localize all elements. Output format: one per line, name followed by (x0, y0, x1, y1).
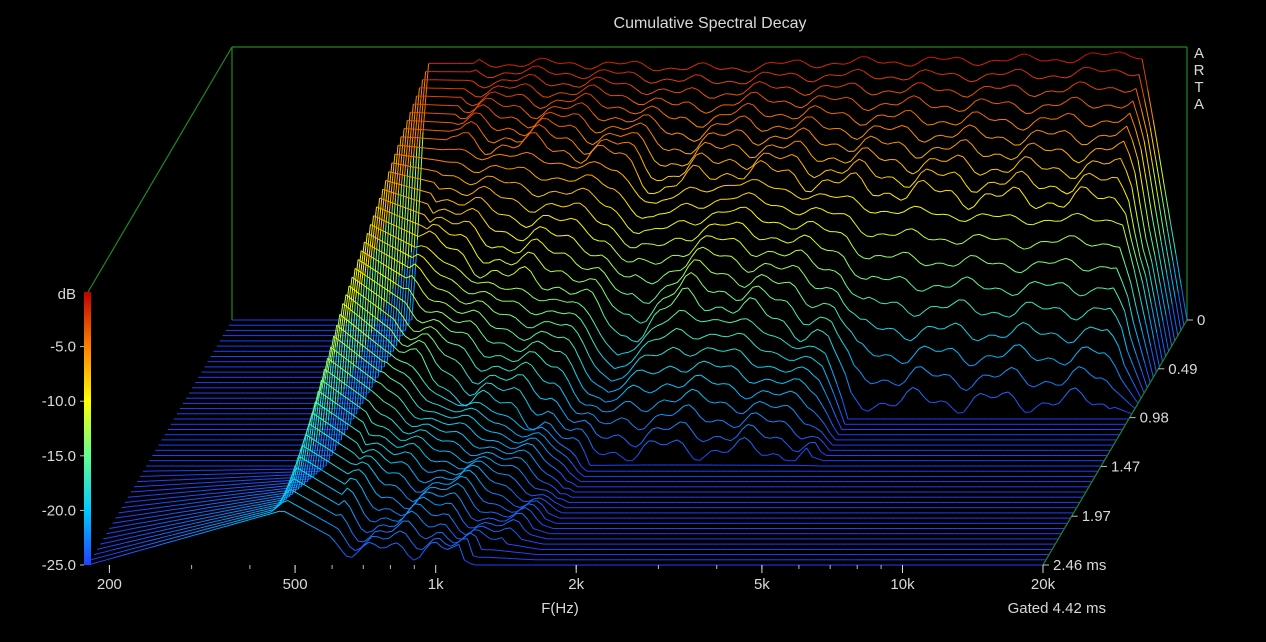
decay-slice (149, 294, 1105, 462)
decay-slice (195, 162, 1151, 384)
decay-slice (146, 303, 1102, 467)
z-tick-label: -20.0 (42, 502, 76, 519)
decay-slice (216, 97, 1173, 347)
decay-slice (106, 445, 1062, 535)
time-ticks: 0 0.49 0.98 1.47 1.97 2.46 ms (1043, 312, 1205, 574)
decay-slice (170, 232, 1126, 425)
decay-slice (143, 313, 1099, 472)
time-tick-label: 1.47 (1111, 458, 1140, 475)
decay-slice (213, 104, 1170, 352)
decay-slice (158, 267, 1114, 446)
time-tick-label: 0.49 (1168, 361, 1197, 378)
time-tick-label: 1.97 (1082, 508, 1111, 525)
x-ticks: 200 500 1k 2k 5k 10k 20k (97, 565, 1056, 593)
z-axis-label: dB (58, 286, 76, 303)
x-tick-label: 20k (1031, 576, 1056, 593)
decay-slice (140, 324, 1096, 477)
decay-slice (100, 467, 1056, 545)
watermark-letter: T (1194, 79, 1203, 96)
z-tick-label: -10.0 (42, 393, 76, 410)
decay-slice (112, 423, 1068, 524)
box-edge (1042, 319, 1188, 566)
z-tick-label: -25.0 (42, 557, 76, 574)
x-tick-label: 1k (428, 576, 444, 593)
time-tick-label: 0.98 (1140, 410, 1169, 427)
z-tick-label: -15.0 (42, 448, 76, 465)
x-axis-label: F(Hz) (541, 600, 579, 617)
watermark-letter: A (1194, 45, 1204, 62)
decay-slice (109, 434, 1065, 529)
decay-slice (207, 120, 1163, 363)
decay-slice (127, 368, 1083, 498)
box-edge (87, 46, 233, 293)
time-tick-label: 0 (1197, 312, 1205, 329)
gated-note: Gated 4.42 ms (1008, 600, 1106, 617)
decay-slice (198, 153, 1154, 378)
decay-slice (164, 250, 1120, 436)
decay-slice (133, 346, 1089, 488)
decay-slice (124, 379, 1080, 503)
x-tick-label: 500 (283, 576, 308, 593)
decay-slice (155, 276, 1111, 451)
decay-slice (103, 456, 1059, 540)
decay-slice (87, 510, 1043, 566)
decay-slice (189, 180, 1145, 394)
colorbar (84, 292, 91, 565)
decay-slice (204, 132, 1160, 368)
z-tick-label: -5.0 (50, 339, 76, 356)
decay-slice (192, 171, 1148, 389)
x-tick-label: 2k (568, 576, 584, 593)
decay-slice (183, 197, 1139, 404)
watermark-letter: A (1194, 96, 1204, 113)
wireframe-box (87, 46, 1188, 566)
decay-slice (173, 224, 1129, 420)
decay-slice (228, 65, 1185, 326)
x-tick-label: 200 (97, 576, 122, 593)
decay-slice (90, 500, 1047, 561)
decay-slice (232, 51, 1188, 321)
decay-slice (222, 83, 1179, 337)
decay-slice (115, 412, 1071, 519)
watermark-letter: R (1194, 62, 1205, 79)
chart-title: Cumulative Spectral Decay (614, 15, 807, 32)
x-tick-label: 5k (754, 576, 770, 593)
decay-slice (161, 259, 1117, 441)
decay-slice (118, 401, 1074, 514)
time-tick-label: 2.46 ms (1053, 557, 1106, 574)
decay-slice (179, 206, 1136, 410)
decay-slice (176, 215, 1133, 415)
slice-group (87, 51, 1188, 566)
decay-slice (152, 285, 1108, 456)
decay-slice (93, 489, 1050, 556)
x-tick-label: 10k (890, 576, 915, 593)
z-ticks: -5.0 -10.0 -15.0 -20.0 -25.0 (42, 339, 84, 574)
decay-slice (201, 144, 1157, 373)
